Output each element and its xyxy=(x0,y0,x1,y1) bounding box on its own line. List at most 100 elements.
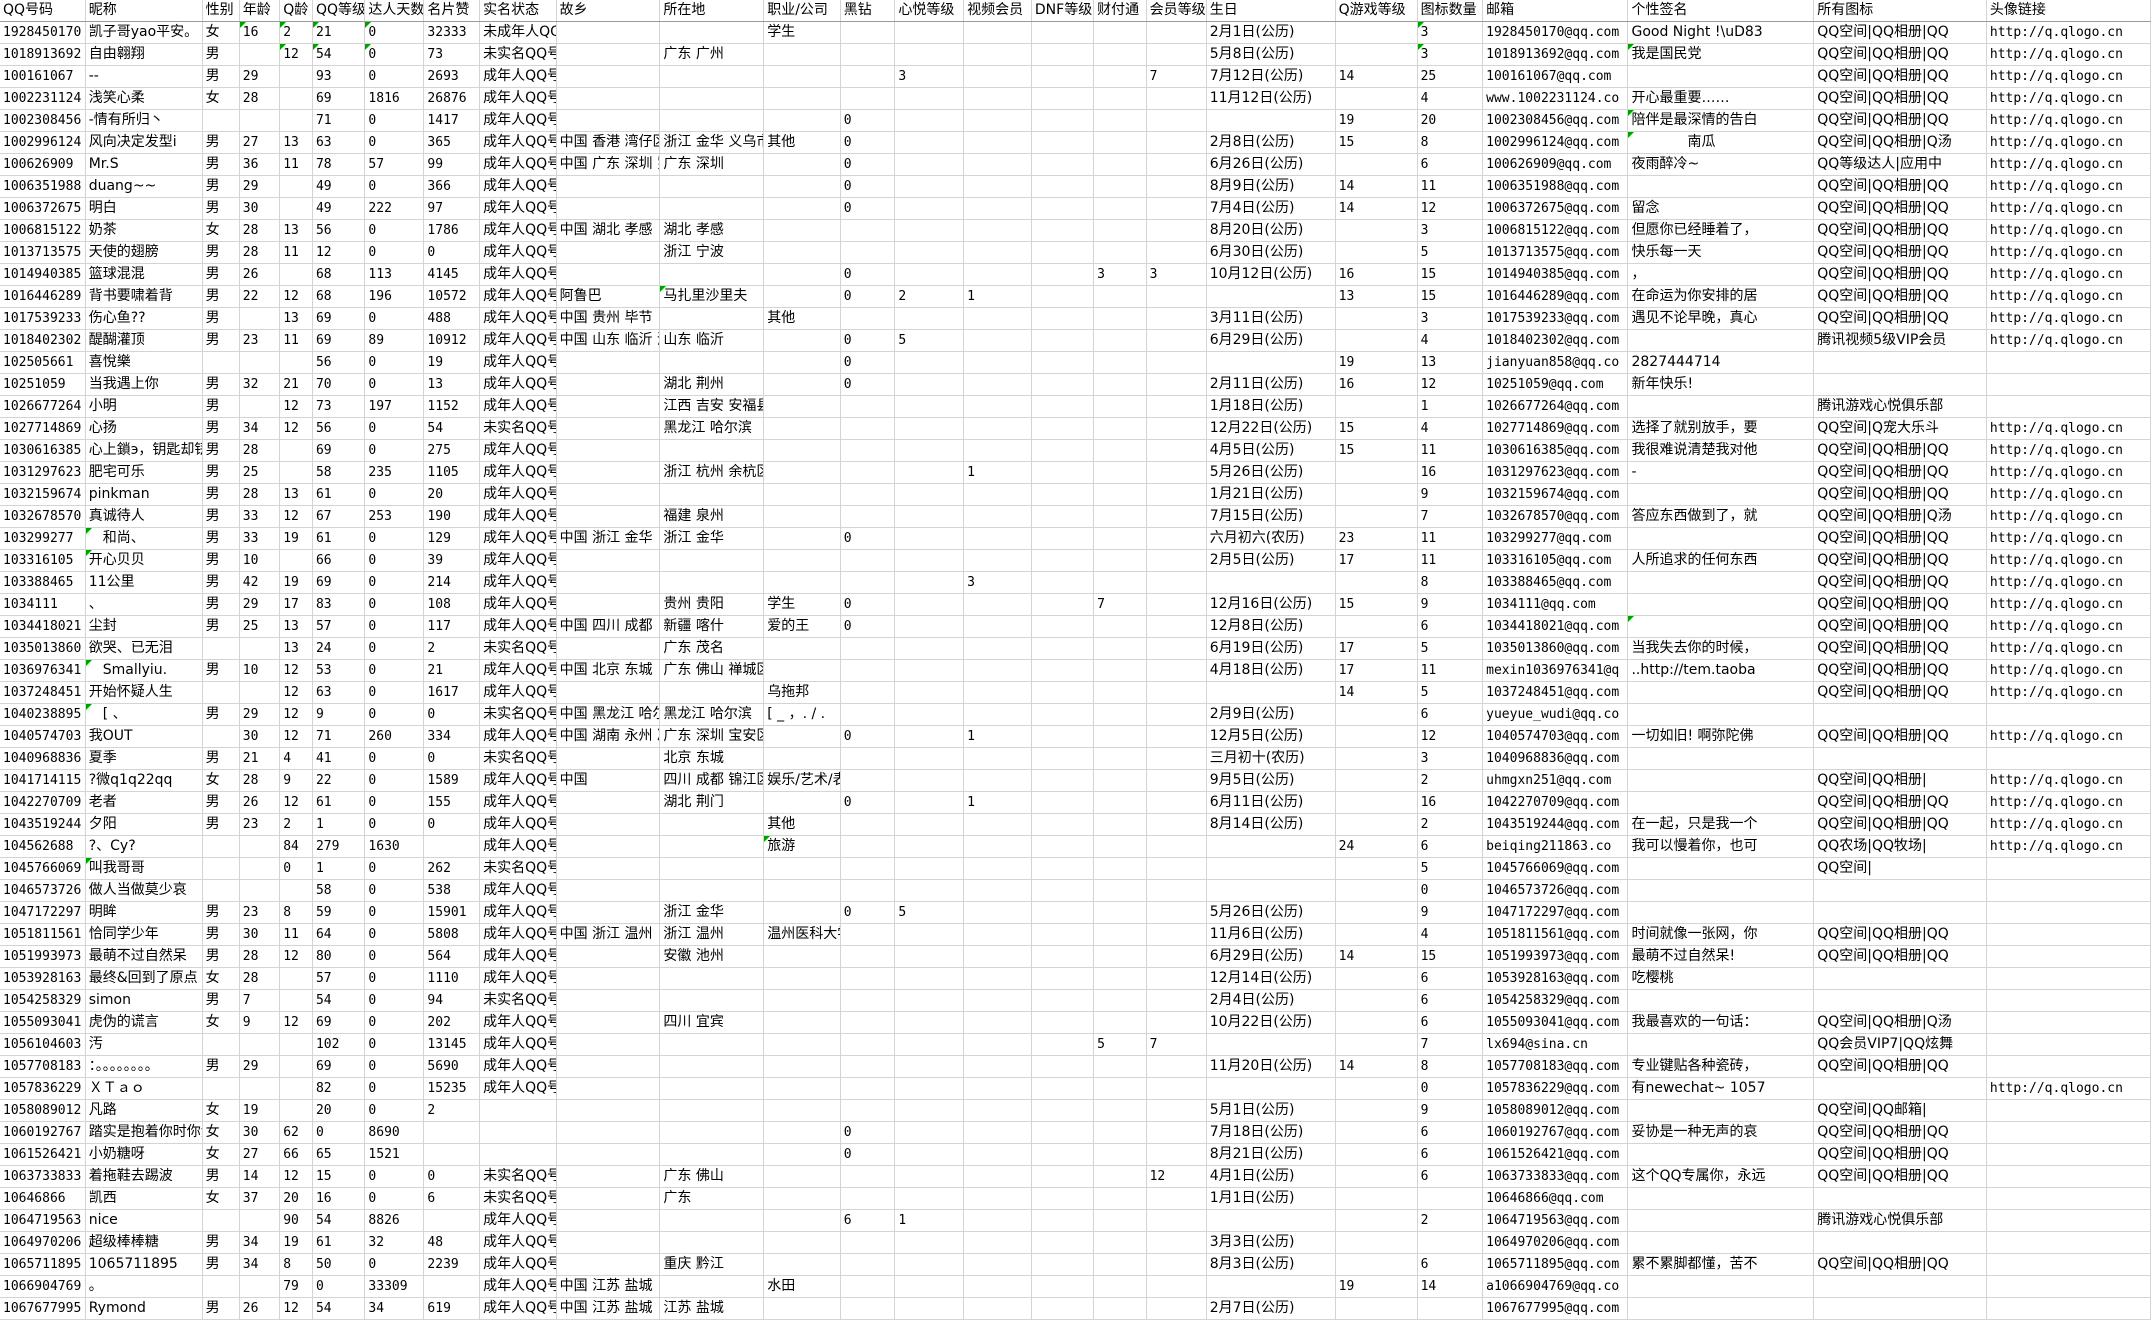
cell-praise[interactable]: 99 xyxy=(423,153,481,176)
cell-vip[interactable] xyxy=(1146,1055,1207,1078)
cell-days[interactable]: 235 xyxy=(364,461,425,484)
cell-black[interactable] xyxy=(840,219,896,242)
cell-qlv[interactable]: 61 xyxy=(312,527,366,550)
cell-mail[interactable]: 1053928163@qq.com xyxy=(1482,967,1629,990)
cell-real[interactable]: 成年人QQ号 xyxy=(479,483,557,506)
cell-black[interactable]: 0 xyxy=(840,725,896,748)
column-header-job[interactable]: 职业/公司 xyxy=(763,0,841,22)
cell-sex[interactable]: 男 xyxy=(202,901,240,924)
cell-black[interactable] xyxy=(840,769,896,792)
cell-sex[interactable] xyxy=(202,835,240,858)
table-row[interactable]: 1013713575 天使的翅膀男 28 11 12 0 0 成年人QQ号 浙江 宁波 6月30日… xyxy=(0,241,2151,264)
cell-avatar[interactable]: http://q.qlogo.cn xyxy=(1986,571,2151,594)
cell-sex[interactable]: 男 xyxy=(202,395,240,418)
cell-caifu[interactable] xyxy=(1093,241,1147,264)
column-header-bday[interactable]: 生日 xyxy=(1206,0,1336,22)
cell-icons[interactable]: 6 xyxy=(1417,1121,1484,1144)
cell-sign[interactable] xyxy=(1627,593,1815,616)
cell-loc[interactable]: 四川 宜宾 xyxy=(659,1011,765,1034)
cell-praise[interactable]: 73 xyxy=(423,43,481,66)
cell-bday[interactable]: 8月9日(公历) xyxy=(1206,175,1336,198)
cell-loc[interactable] xyxy=(659,1055,765,1078)
cell-praise[interactable]: 117 xyxy=(423,615,481,638)
cell-real[interactable]: 未成年人QQ号 xyxy=(479,21,557,44)
cell-sign[interactable] xyxy=(1627,681,1815,704)
cell-video[interactable] xyxy=(963,1033,1032,1056)
cell-days[interactable]: 0 xyxy=(364,483,425,506)
cell-praise[interactable]: 15235 xyxy=(423,1077,481,1100)
cell-dnf[interactable] xyxy=(1031,813,1095,836)
cell-qlv[interactable]: 61 xyxy=(312,483,366,506)
cell-caifu[interactable] xyxy=(1093,615,1147,638)
cell-qage[interactable] xyxy=(279,65,313,88)
cell-nick[interactable]: 开心贝贝 xyxy=(85,549,203,572)
table-row[interactable]: 1018913692 自由翱翔男 12 54 0 73 未实名QQ号 广东 广州 5月8日(公历… xyxy=(0,43,2151,66)
cell-praise[interactable]: 564 xyxy=(423,945,481,968)
cell-avatar[interactable] xyxy=(1986,989,2151,1012)
cell-real[interactable]: 成年人QQ号 xyxy=(479,1077,557,1100)
cell-nick[interactable]: simon xyxy=(85,989,203,1012)
cell-mail[interactable]: 1064719563@qq.com xyxy=(1482,1209,1629,1232)
cell-caifu[interactable] xyxy=(1093,1011,1147,1034)
cell-age[interactable]: 26 xyxy=(239,791,281,814)
cell-loc[interactable] xyxy=(659,549,765,572)
cell-dnf[interactable] xyxy=(1031,747,1095,770)
cell-real[interactable]: 成年人QQ号 xyxy=(479,373,557,396)
cell-qq[interactable]: 10646866 xyxy=(0,1187,86,1210)
table-row[interactable]: 1037248451 开始怀疑人生 12 63 0 1617 成年人QQ号 乌拖邦 14 5 103… xyxy=(0,681,2151,704)
cell-vip[interactable] xyxy=(1146,549,1207,572)
cell-caifu[interactable] xyxy=(1093,461,1147,484)
cell-icons[interactable] xyxy=(1417,1187,1484,1210)
cell-bday[interactable]: 10月12日(公历) xyxy=(1206,263,1336,286)
cell-vip[interactable] xyxy=(1146,197,1207,220)
cell-xinyue[interactable] xyxy=(894,1165,965,1188)
table-row[interactable]: 1064719563 nice 90 54 8826 成年人QQ号 6 1 2 106471956… xyxy=(0,1209,2151,1232)
cell-qgame[interactable] xyxy=(1335,1143,1418,1166)
cell-qage[interactable]: 12 xyxy=(279,1297,313,1320)
cell-praise[interactable]: 0 xyxy=(423,703,481,726)
cell-qgame[interactable] xyxy=(1335,769,1418,792)
cell-loc[interactable] xyxy=(659,87,765,110)
cell-mail[interactable]: a1066904769@qq.co xyxy=(1482,1275,1629,1298)
cell-vip[interactable] xyxy=(1146,285,1207,308)
cell-loc[interactable] xyxy=(659,1099,765,1122)
cell-age[interactable]: 29 xyxy=(239,1055,281,1078)
cell-xinyue[interactable] xyxy=(894,725,965,748)
cell-qlv[interactable]: 54 xyxy=(312,989,366,1012)
cell-icons[interactable]: 5 xyxy=(1417,241,1484,264)
cell-dnf[interactable] xyxy=(1031,505,1095,528)
cell-caifu[interactable] xyxy=(1093,1143,1147,1166)
table-row[interactable]: 1051993973 最萌不过自然呆男 28 12 80 0 564 成年人QQ号 安徽 池州 6… xyxy=(0,945,2151,968)
cell-avatar[interactable] xyxy=(1986,945,2151,968)
cell-caifu[interactable] xyxy=(1093,439,1147,462)
cell-praise[interactable]: 275 xyxy=(423,439,481,462)
cell-xinyue[interactable] xyxy=(894,505,965,528)
cell-home[interactable] xyxy=(556,879,661,902)
cell-age[interactable]: 30 xyxy=(239,1121,281,1144)
cell-black[interactable] xyxy=(840,1187,896,1210)
cell-qq[interactable]: 1031297623 xyxy=(0,461,86,484)
cell-dnf[interactable] xyxy=(1031,1055,1095,1078)
cell-video[interactable] xyxy=(963,1121,1032,1144)
cell-xinyue[interactable] xyxy=(894,1253,965,1276)
cell-qq[interactable]: 1002308456 xyxy=(0,109,86,132)
cell-dnf[interactable] xyxy=(1031,923,1095,946)
cell-vip[interactable] xyxy=(1146,1121,1207,1144)
cell-sign[interactable] xyxy=(1627,395,1815,418)
cell-vip[interactable] xyxy=(1146,703,1207,726)
cell-alli[interactable]: QQ空间| xyxy=(1813,857,1987,880)
cell-qage[interactable]: 66 xyxy=(279,1143,313,1166)
cell-xinyue[interactable] xyxy=(894,219,965,242)
cell-sign[interactable] xyxy=(1627,65,1815,88)
cell-alli[interactable]: QQ空间|QQ相册|QQ xyxy=(1813,307,1987,330)
cell-real[interactable]: 成年人QQ号 xyxy=(479,681,557,704)
cell-qq[interactable]: 1034418021 xyxy=(0,615,86,638)
cell-job[interactable] xyxy=(763,1011,841,1034)
cell-qq[interactable]: 1014940385 xyxy=(0,263,86,286)
table-row[interactable]: 1928450170凯子哥yao平安。女16221032333未成年人QQ号学生… xyxy=(0,21,2151,44)
cell-qlv[interactable]: 82 xyxy=(312,1077,366,1100)
cell-nick[interactable]: Mr.S xyxy=(85,153,203,176)
cell-nick[interactable]: 。 xyxy=(85,1275,203,1298)
cell-loc[interactable]: 广东 佛山 禅城区 xyxy=(659,659,765,682)
cell-qage[interactable]: 19 xyxy=(279,1231,313,1254)
